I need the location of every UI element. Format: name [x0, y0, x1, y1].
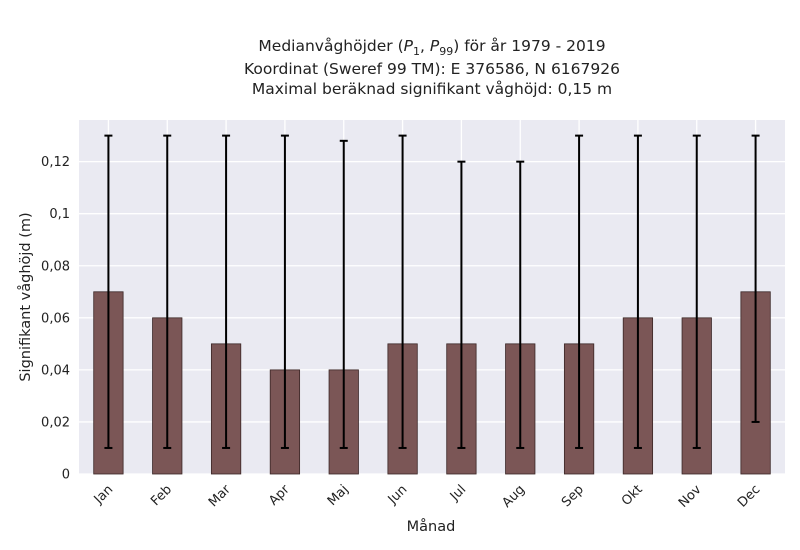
chart-title-line3: Maximal beräknad signifikant våghöjd: 0,… [252, 80, 612, 98]
x-tick-label: Maj [325, 482, 352, 509]
x-tick-label: Okt [619, 482, 646, 509]
x-tick-label: Jan [91, 482, 116, 507]
y-axis-label: Signifikant våghöjd (m) [17, 212, 34, 381]
y-axis-ticks: 0 0,02 0,04 0,06 0,08 0,1 0,12 [41, 155, 70, 482]
x-tick-label: Jul [447, 482, 469, 504]
y-tick-label: 0,04 [41, 363, 70, 378]
x-tick-label: Nov [676, 482, 705, 511]
x-tick-label: Feb [148, 482, 175, 509]
x-tick-label: Aug [500, 482, 529, 511]
x-tick-label: Apr [266, 482, 293, 509]
y-tick-label: 0 [62, 468, 70, 483]
y-tick-label: 0,02 [41, 415, 70, 430]
x-tick-label: Jun [385, 482, 411, 508]
x-tick-label: Mar [206, 482, 234, 510]
y-tick-label: 0,12 [41, 155, 70, 170]
plot-area [79, 120, 785, 474]
chart-title-line2: Koordinat (Sweref 99 TM): E 376586, N 61… [244, 60, 620, 78]
x-axis-ticks: Jan Feb Mar Apr Maj Jun Jul Aug Sep Okt Nov Dec [91, 482, 764, 511]
x-tick-label: Sep [559, 482, 587, 510]
x-tick-label: Dec [735, 482, 763, 510]
y-tick-label: 0,1 [49, 207, 70, 222]
y-tick-label: 0,08 [41, 259, 70, 274]
y-tick-label: 0,06 [41, 311, 70, 326]
x-axis-label: Månad [407, 518, 456, 535]
error-bars [104, 134, 760, 449]
chart-title-line1: Medianvåghöjder (P1, P99) för år 1979 - … [258, 37, 605, 58]
